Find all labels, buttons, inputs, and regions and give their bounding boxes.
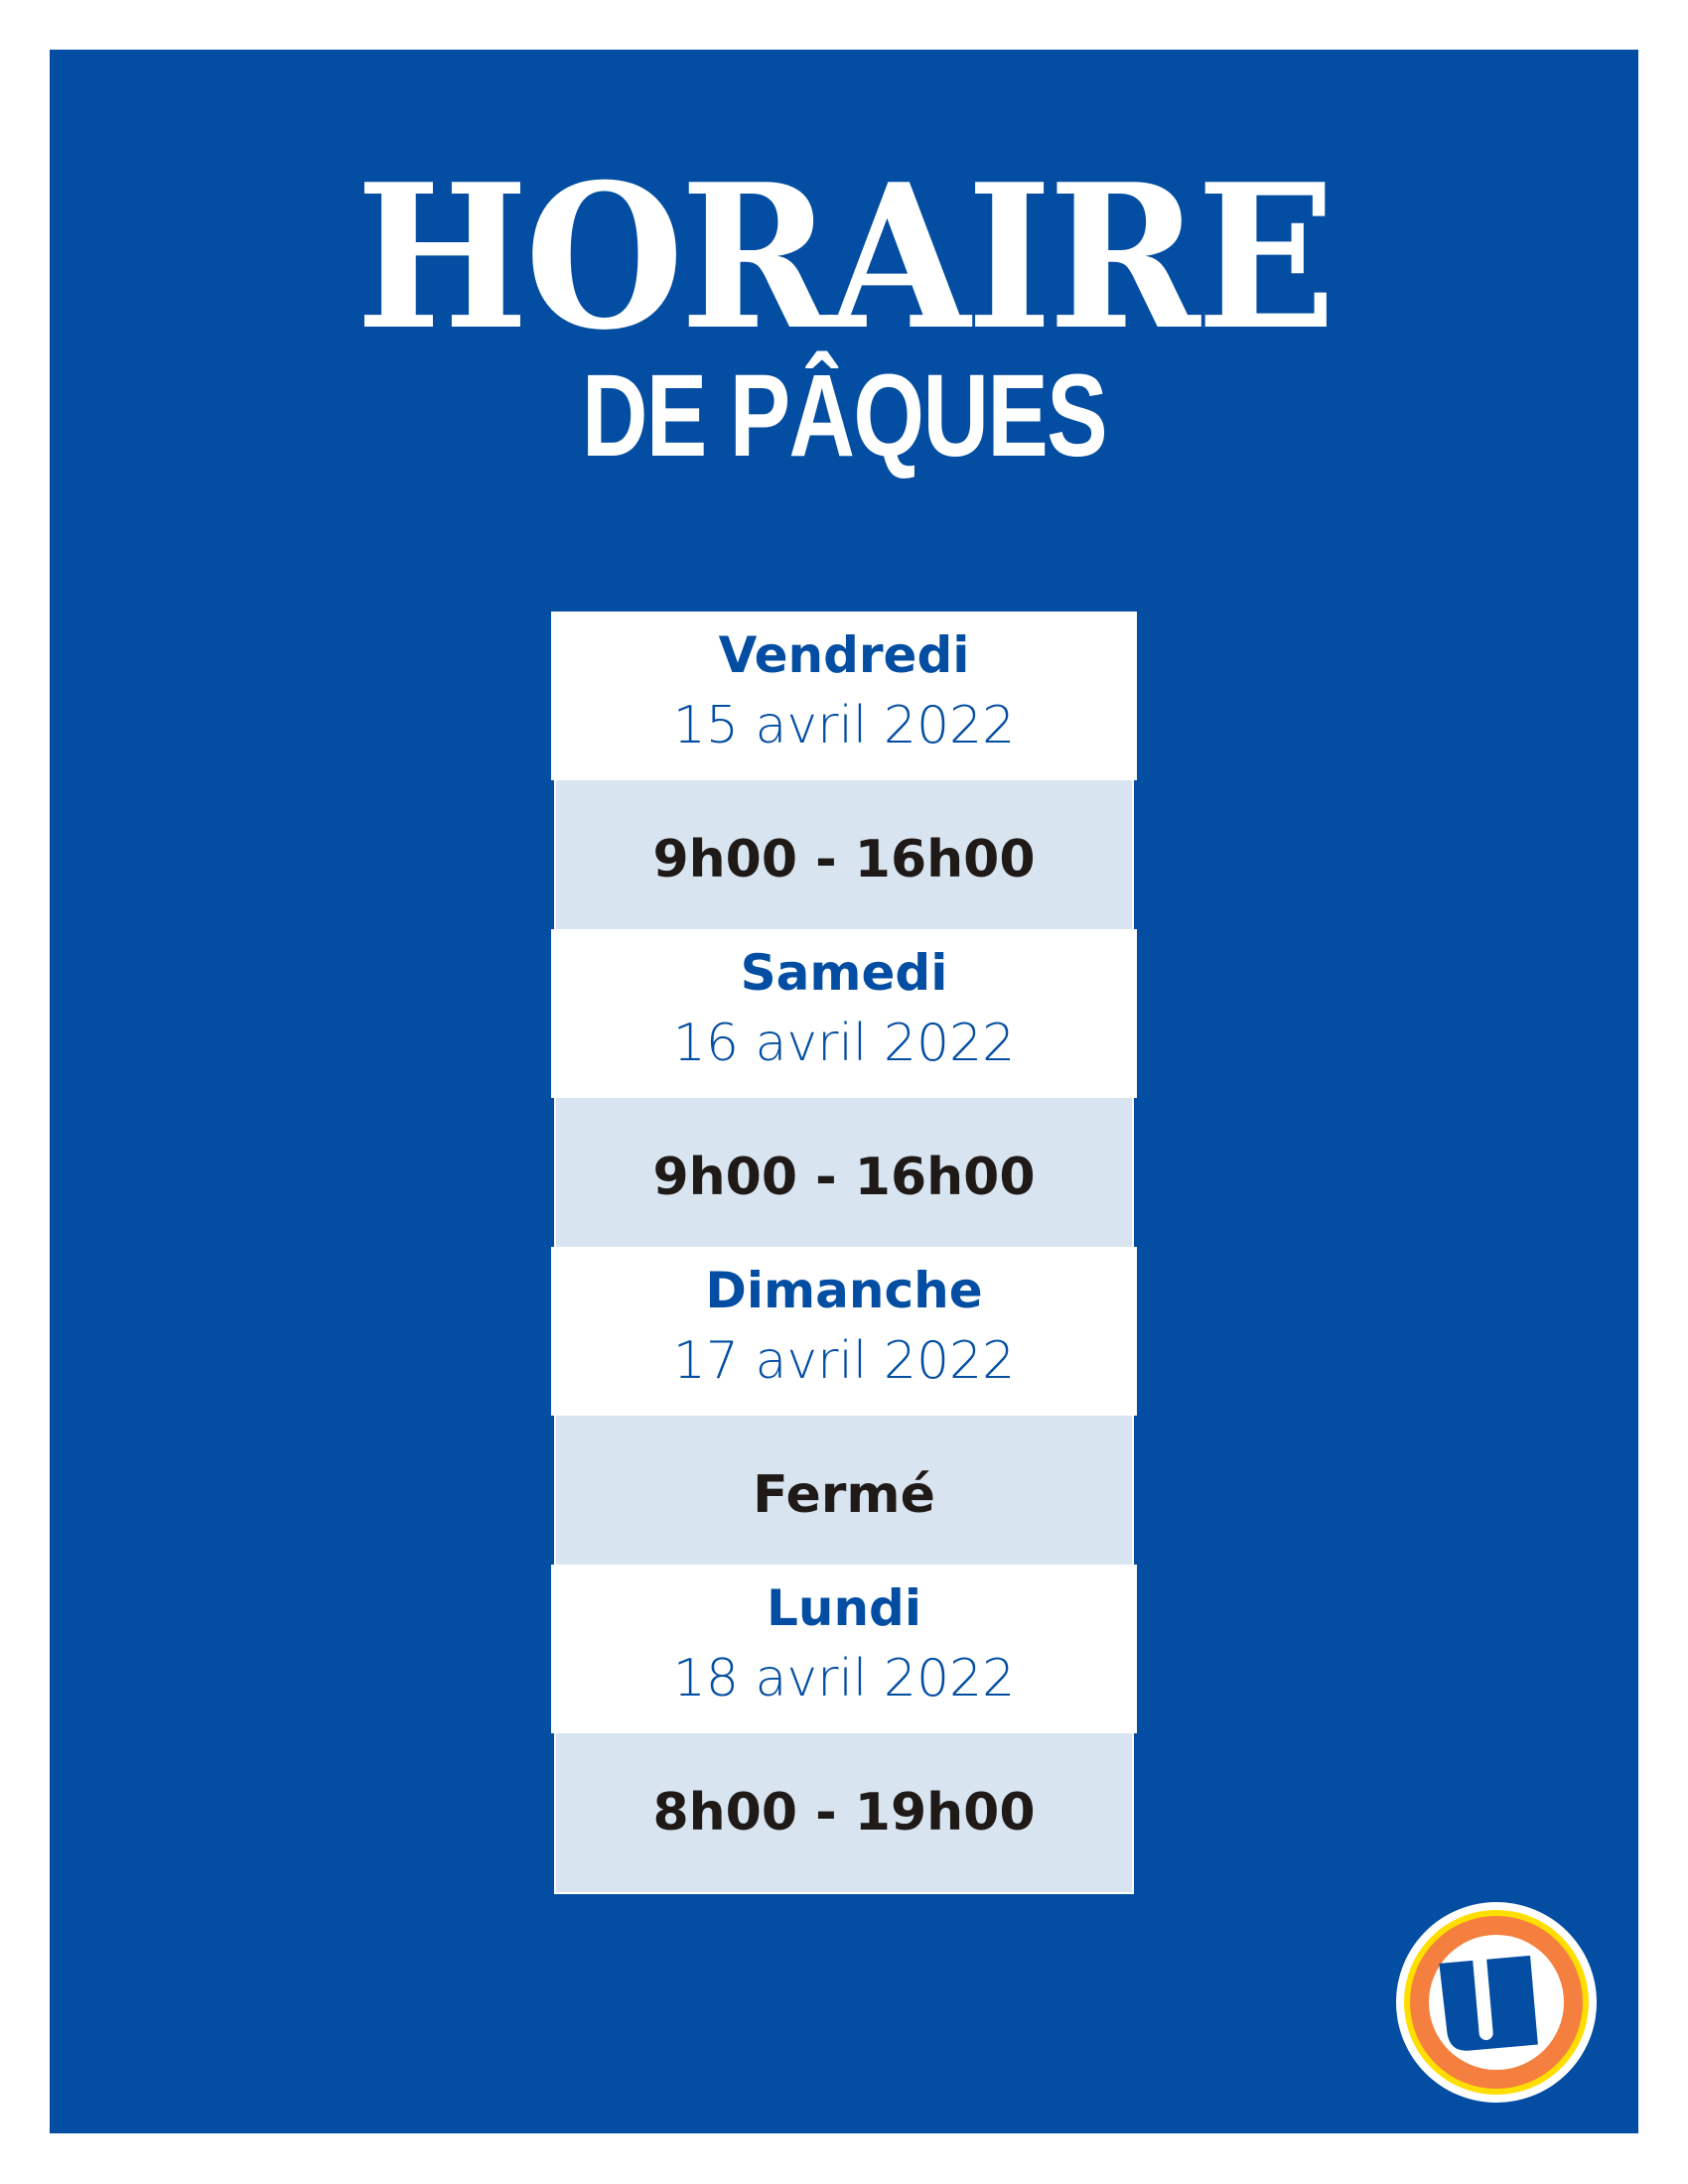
date-label: 15 avril 2022 <box>672 696 1016 755</box>
schedule-card-saturday: Samedi 16 avril 2022 9h00 - 16h00 <box>551 929 1137 1261</box>
day-label: Lundi <box>767 1579 921 1637</box>
hours-label: 9h00 - 16h00 <box>652 1148 1036 1207</box>
schedule-card-sunday: Dimanche 17 avril 2022 Fermé <box>551 1247 1137 1578</box>
u-logo-icon <box>1396 1902 1597 2103</box>
schedule-card-friday: Vendredi 15 avril 2022 9h00 - 16h00 <box>551 612 1137 943</box>
day-label: Dimanche <box>705 1262 983 1319</box>
hours-label: Fermé <box>753 1465 935 1525</box>
hours-label: 8h00 - 19h00 <box>652 1783 1036 1843</box>
schedule-card-monday: Lundi 18 avril 2022 8h00 - 19h00 <box>551 1565 1137 1896</box>
day-label: Samedi <box>740 944 948 1002</box>
date-label: 16 avril 2022 <box>672 1014 1016 1073</box>
date-label: 18 avril 2022 <box>672 1649 1016 1708</box>
hours-label: 9h00 - 16h00 <box>652 830 1036 889</box>
date-label: 17 avril 2022 <box>672 1331 1016 1391</box>
day-label: Vendredi <box>718 626 970 684</box>
page-subtitle: DE PÂQUES <box>581 350 1108 481</box>
page-title: HORAIRE <box>355 141 1336 374</box>
